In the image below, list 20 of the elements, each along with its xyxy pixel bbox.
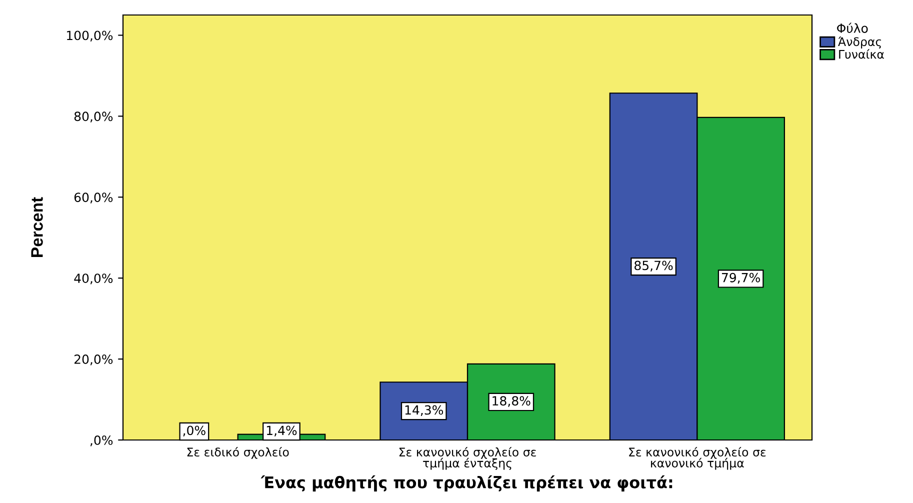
x-tick-label: Σε κανονικό σχολείο σε τμήμα ένταξης bbox=[399, 446, 536, 470]
data-label: 18,8% bbox=[492, 396, 530, 407]
data-label: 85,7% bbox=[634, 260, 673, 272]
y-axis-title: Percent bbox=[31, 197, 43, 257]
x-tick-label: Σε ειδικό σχολείο bbox=[187, 446, 289, 459]
data-label: 79,7% bbox=[722, 272, 760, 284]
x-tick-label: Σε κανονικό σχολείο σε κανονικό τμήμα bbox=[629, 446, 766, 470]
data-label: ,0% bbox=[183, 426, 206, 436]
data-label: 14,3% bbox=[405, 405, 444, 416]
y-tick-label: 40,0% bbox=[74, 274, 113, 284]
y-tick-label: 100,0% bbox=[66, 30, 113, 42]
x-axis-title: Ένας μαθητής που τραυλίζει πρέπει να φοιτά: bbox=[260, 475, 672, 492]
legend-title: Φύλο bbox=[837, 22, 868, 33]
data-label: 1,4% bbox=[266, 426, 297, 436]
legend-label: Γυναίκα bbox=[839, 49, 884, 59]
y-tick-label: 20,0% bbox=[74, 354, 113, 366]
legend-label: Άνδρας bbox=[838, 36, 881, 48]
y-tick-label: 60,0% bbox=[74, 192, 113, 204]
y-tick-label: 80,0% bbox=[74, 112, 113, 122]
y-tick-label: ,0% bbox=[90, 435, 113, 446]
